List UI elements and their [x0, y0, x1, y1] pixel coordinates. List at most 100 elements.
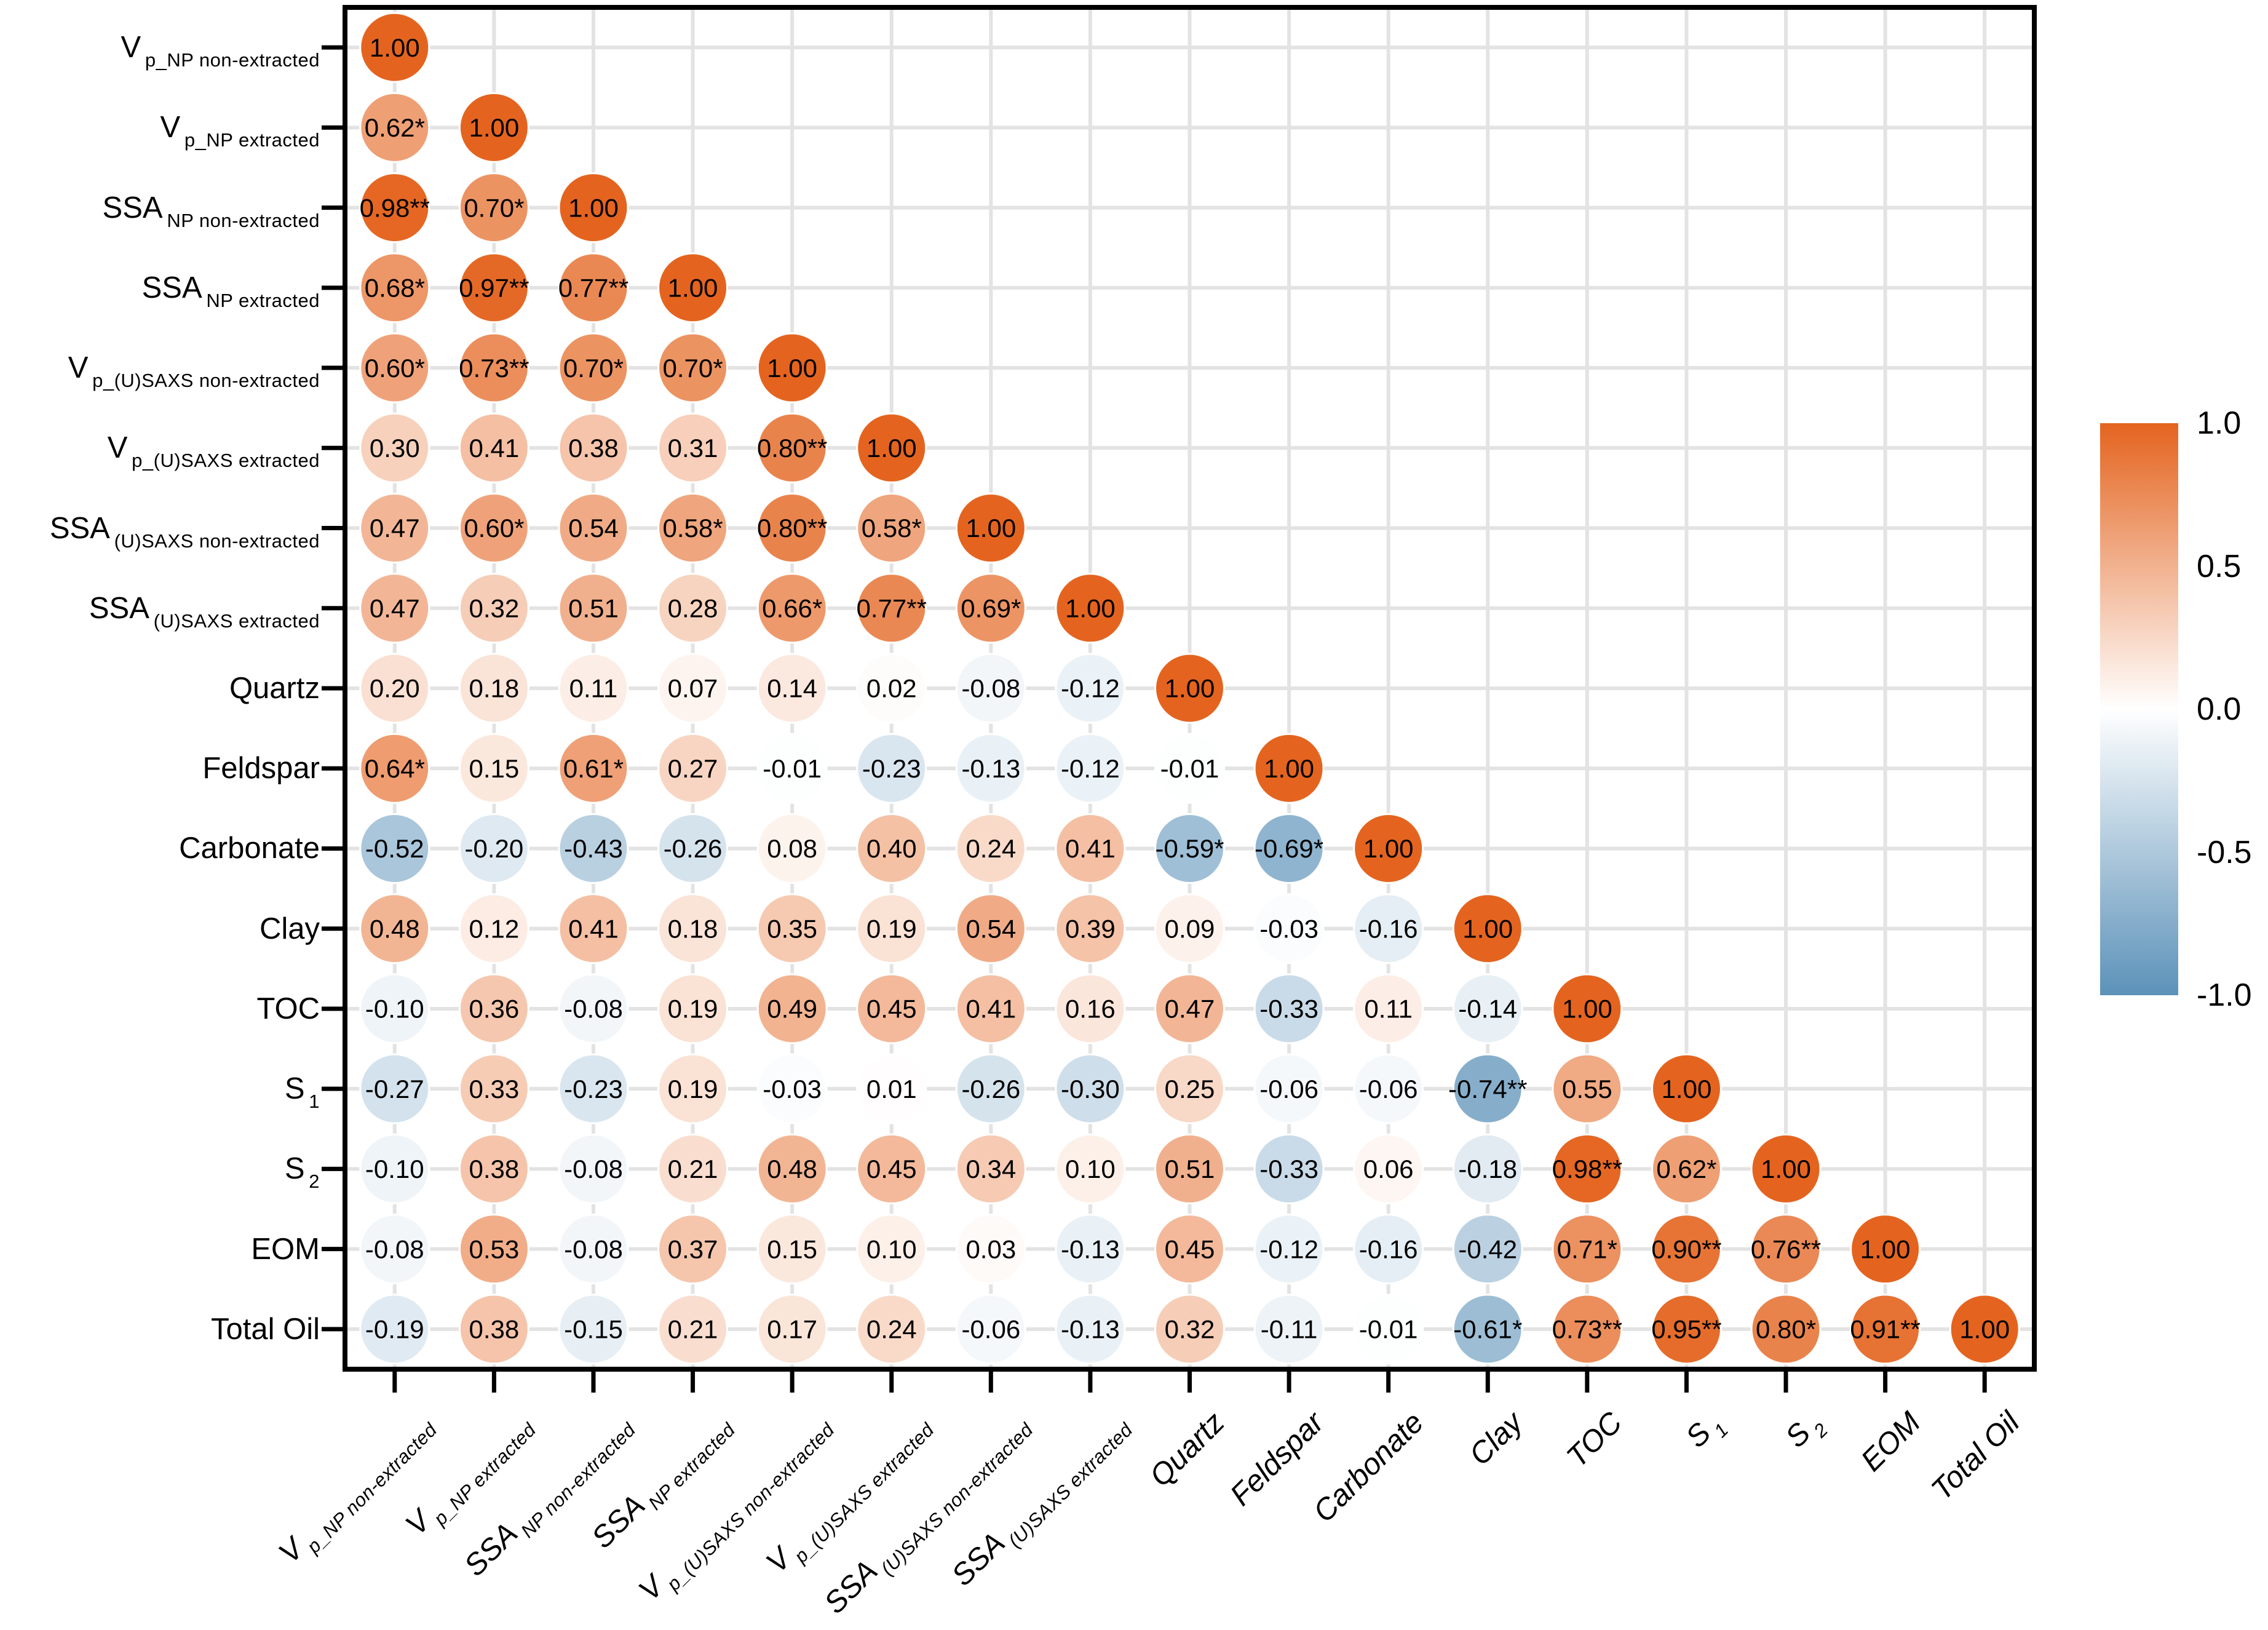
corr-cell-circle: [1750, 1133, 1822, 1204]
corr-cell-circle: [856, 733, 927, 804]
corr-cell-circle: [1055, 813, 1126, 884]
corr-cell-value: 0.34: [965, 1155, 1016, 1183]
corr-cell-value: 0.11: [569, 674, 618, 703]
corr-cell-circle: [558, 573, 629, 644]
colorbar-tick-label: 0.5: [2197, 548, 2242, 584]
corr-cell-value: 0.35: [767, 914, 817, 943]
corr-cell-circle: [756, 813, 828, 884]
y-axis-label-main: SSA: [89, 591, 149, 625]
corr-cell-circle: [955, 893, 1026, 964]
corr-cell-circle: [1552, 1053, 1623, 1124]
corr-cell-value: 0.80**: [757, 514, 827, 543]
corr-cell-value: 0.39: [1065, 914, 1116, 943]
corr-cell-value: -0.14: [1458, 995, 1517, 1024]
y-axis-label-main: Feldspar: [202, 752, 320, 785]
corr-cell-value: 0.16: [1065, 995, 1116, 1024]
corr-cell-circle: [756, 653, 828, 724]
corr-cell-value: 1.00: [1264, 754, 1314, 783]
y-axis-label-main: V: [68, 351, 89, 385]
corr-cell-value: 0.41: [965, 995, 1016, 1024]
corr-cell-value: 0.41: [568, 914, 619, 943]
corr-cell-circle: [1452, 1133, 1523, 1204]
corr-cell-circle: [359, 813, 430, 884]
y-axis-label: Clay: [0, 905, 320, 952]
corr-cell-circle: [1055, 1053, 1126, 1124]
corr-cell-value: 0.70*: [563, 354, 624, 383]
corr-cell-value: -0.08: [564, 1234, 623, 1263]
corr-cell-value: 1.00: [1363, 834, 1414, 863]
corr-cell-circle: [359, 493, 430, 564]
corr-cell-circle: [657, 573, 729, 644]
corr-cell-value: 0.62*: [1656, 1155, 1716, 1183]
y-axis-label-main: EOM: [251, 1232, 320, 1266]
corr-cell-value: 1.00: [370, 33, 420, 62]
corr-cell-circle: [955, 973, 1026, 1044]
corr-cell-value: -0.15: [564, 1315, 623, 1344]
corr-cell-circle: [657, 332, 729, 404]
colorbar-tick-label: 0.0: [2197, 691, 2242, 727]
corr-cell-value: 0.19: [866, 914, 917, 943]
corr-cell-value: -0.12: [1061, 754, 1120, 783]
corr-cell-circle: [657, 653, 729, 724]
corr-cell-value: 0.30: [370, 434, 420, 463]
corr-cell-value: 0.48: [767, 1155, 817, 1183]
y-axis-label: SSA (U)SAXS non-extracted: [0, 505, 320, 552]
corr-cell-circle: [1253, 1214, 1325, 1285]
corr-cell-value: 0.06: [1363, 1155, 1414, 1183]
axis-ticks: [322, 45, 1987, 1393]
corr-cell-circle: [558, 172, 629, 244]
y-axis-label: SSA (U)SAXS extracted: [0, 585, 320, 632]
corr-cell-circle: [955, 813, 1026, 884]
corr-cell-value: 0.10: [866, 1234, 917, 1263]
corr-cell-circle: [359, 893, 430, 964]
colorbar-tick-label: -0.5: [2197, 834, 2252, 870]
y-axis-label: V p_(U)SAXS extracted: [0, 424, 320, 471]
corr-cell-circle: [1452, 893, 1523, 964]
y-axis-label-main: Total Oil: [210, 1312, 320, 1346]
corr-cell-circle: [558, 813, 629, 884]
corr-cell-circle: [1949, 1294, 2020, 1365]
corr-cell-circle: [1154, 1133, 1225, 1204]
corr-cell-circle: [359, 1133, 430, 1204]
corr-cell-circle: [657, 1053, 729, 1124]
corr-cell-value: 0.51: [1165, 1155, 1215, 1183]
y-axis-label-subscript: p_(U)SAXS non-extracted: [88, 370, 320, 392]
corr-cell-value: 0.71*: [1557, 1234, 1617, 1263]
colorbar-tick-label: -1.0: [2197, 977, 2252, 1013]
corr-cell-circle: [955, 1294, 1026, 1365]
corr-cell-value: -0.59*: [1155, 834, 1224, 863]
corr-cell-value: 1.00: [767, 354, 817, 383]
corr-cell-circle: [359, 172, 430, 244]
corr-cell-circle: [558, 653, 629, 724]
corr-cell-circle: [458, 573, 529, 644]
corr-cell-value: 0.33: [469, 1075, 520, 1103]
corr-cell-value: 1.00: [1662, 1075, 1712, 1103]
corr-cell-value: -0.06: [961, 1315, 1020, 1344]
corr-cell-circle: [1651, 1214, 1722, 1285]
corr-cell-value: 0.80**: [757, 434, 827, 463]
corr-cell-value: 0.58*: [663, 514, 723, 543]
corr-cell-value: 1.00: [1761, 1155, 1811, 1183]
corr-cell-circle: [955, 1214, 1026, 1285]
corr-cell-value: 0.48: [370, 914, 420, 943]
corr-cell-circle: [1253, 1294, 1325, 1365]
y-axis-label-main: TOC: [256, 992, 320, 1025]
corr-cell-circle: [1651, 1294, 1722, 1365]
corr-cell-circle: [1055, 893, 1126, 964]
corr-cell-value: -0.26: [961, 1075, 1020, 1103]
corr-cell-circle: [1055, 1214, 1126, 1285]
corr-cell-circle: [1353, 1053, 1424, 1124]
corr-cell-value: 0.69*: [961, 594, 1021, 622]
corr-cell-circle: [1850, 1214, 1921, 1285]
corr-cell-value: -0.19: [365, 1315, 424, 1344]
corr-cell-circle: [856, 1214, 927, 1285]
corr-cell-circle: [955, 653, 1026, 724]
y-axis-label-subscript: p_NP non-extracted: [141, 49, 320, 71]
corr-cell-circle: [1651, 1133, 1722, 1204]
corr-cell-circle: [558, 412, 629, 483]
corr-cell-value: -0.16: [1359, 1234, 1418, 1263]
corr-cell-value: 0.54: [568, 514, 619, 543]
corr-cell-circle: [1552, 973, 1623, 1044]
corr-cell-circle: [756, 1133, 828, 1204]
